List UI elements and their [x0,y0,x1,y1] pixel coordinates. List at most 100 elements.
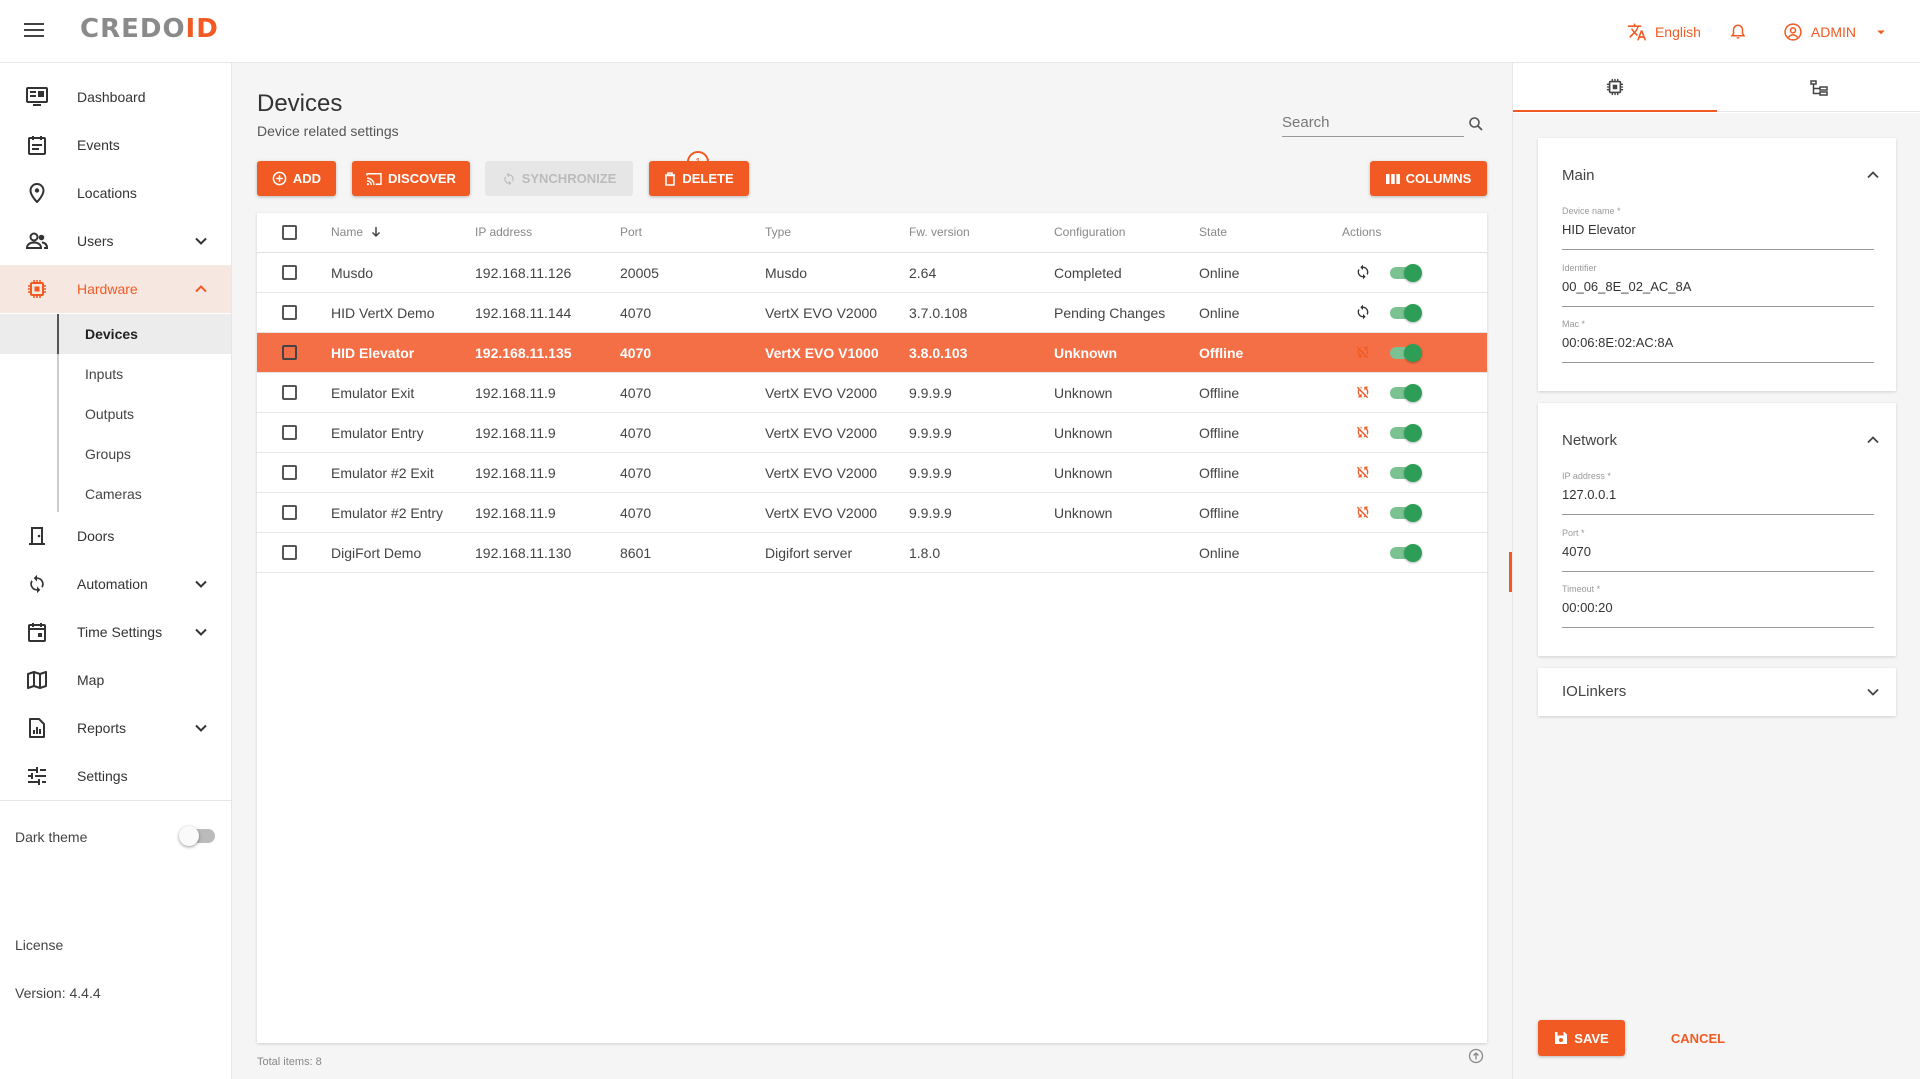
cell-name: DigiFort Demo [331,545,422,561]
iolinkers-section-card[interactable]: IOLinkers [1538,668,1896,716]
column-header-fw-version[interactable]: Fw. version [909,225,970,239]
report-icon [26,718,48,738]
table-row[interactable]: Emulator #2 Entry 192.168.11.9 4070 VertX E… [257,493,1487,533]
table-row[interactable]: Emulator #2 Exit 192.168.11.9 4070 VertX EV… [257,453,1487,493]
select-all-checkbox[interactable] [282,225,297,240]
sort-arrow-down-icon [372,227,381,238]
sync-off-icon[interactable] [1355,384,1373,402]
notifications-bell-icon[interactable] [1729,22,1747,42]
row-checkbox[interactable] [282,505,297,520]
cell-type: Musdo [765,265,808,281]
enable-toggle[interactable] [1390,384,1422,402]
sync-off-icon[interactable] [1355,424,1373,442]
cell-type: Digifort server [765,545,853,561]
license-link[interactable]: License [15,937,64,953]
translate-icon [1627,23,1647,40]
enable-toggle[interactable] [1390,304,1422,322]
columns-button[interactable]: COLUMNS [1370,161,1487,196]
sidebar-item-hardware[interactable]: Hardware [0,265,231,313]
enable-toggle[interactable] [1390,264,1422,282]
panel-resize-handle[interactable] [1509,552,1512,592]
cell-ip: 192.168.11.9 [475,425,556,441]
device-name-field[interactable]: Device name * HID Elevator [1562,206,1874,250]
column-header-ip[interactable]: IP address [475,225,533,239]
cell-fw: 3.7.0.108 [909,305,968,321]
row-checkbox[interactable] [282,305,297,320]
cell-name: Emulator #2 Entry [331,505,444,521]
column-header-configuration[interactable]: Configuration [1054,225,1126,239]
dark-theme-toggle[interactable] [179,826,215,846]
sidebar-subitem-devices[interactable]: Devices [0,314,231,354]
column-header-type[interactable]: Type [765,225,792,239]
identifier-value: 00_06_8E_02_AC_8A [1562,279,1692,294]
save-button[interactable]: SAVE [1538,1020,1625,1056]
chevron-up-icon[interactable] [1866,168,1880,182]
tab-device-tree[interactable] [1717,63,1920,112]
sidebar-item-dashboard[interactable]: Dashboard [0,73,231,121]
row-checkbox[interactable] [282,425,297,440]
sidebar-item-locations[interactable]: Locations [0,169,231,217]
table-row[interactable]: Emulator Exit 192.168.11.9 4070 VertX EVO V… [257,373,1487,413]
delete-button[interactable]: DELETE [649,161,749,196]
sync-off-icon[interactable] [1355,504,1373,522]
tab-device-properties[interactable] [1513,63,1717,112]
sync-off-icon[interactable] [1355,344,1373,362]
table-row[interactable]: HID Elevator 192.168.11.135 4070 VertX EVO … [257,333,1487,373]
table-row[interactable]: Emulator Entry 192.168.11.9 4070 VertX EVO … [257,413,1487,453]
ip-address-field[interactable]: IP address * 127.0.0.1 [1562,471,1874,515]
sidebar-subitem-inputs[interactable]: Inputs [85,366,124,382]
enable-toggle[interactable] [1390,544,1422,562]
sidebar-item-users[interactable]: Users [0,217,231,265]
sidebar-item-automation[interactable]: Automation [0,560,231,608]
sidebar-subitem-cameras[interactable]: Cameras [85,486,142,502]
cell-type: VertX EVO V1000 [765,345,879,361]
enable-toggle[interactable] [1390,464,1422,482]
sidebar-item-doors[interactable]: Doors [0,512,231,560]
user-menu[interactable]: ADMIN [1783,22,1890,42]
enable-toggle[interactable] [1390,424,1422,442]
search-input[interactable] [1282,109,1462,135]
sidebar-item-map[interactable]: Map [0,656,231,704]
sidebar-item-time-settings[interactable]: Time Settings [0,608,231,656]
sidebar-subitem-groups[interactable]: Groups [85,446,131,462]
search-icon[interactable] [1468,116,1484,132]
language-selector[interactable]: English [1627,22,1701,42]
port-field[interactable]: Port * 4070 [1562,528,1874,572]
sidebar-subitem-outputs[interactable]: Outputs [85,406,135,422]
sidebar-item-events[interactable]: Events [0,121,231,169]
enable-toggle[interactable] [1390,504,1422,522]
sidebar-item-reports[interactable]: Reports [0,704,231,752]
enable-toggle[interactable] [1390,344,1422,362]
mac-field[interactable]: Mac * 00:06:8E:02:AC:8A [1562,319,1874,363]
table-row[interactable]: DigiFort Demo 192.168.11.130 8601 Digifort … [257,533,1487,573]
sync-off-icon[interactable] [1355,464,1373,482]
row-checkbox[interactable] [282,545,297,560]
timeout-field[interactable]: Timeout * 00:00:20 [1562,584,1874,628]
sidebar-item-settings[interactable]: Settings [0,752,231,800]
cell-config: Unknown [1054,385,1113,401]
location-pin-icon [26,183,48,203]
add-button[interactable]: ADD [257,161,336,196]
sidebar-item-label: Doors [77,528,115,544]
sync-icon[interactable] [1355,304,1373,322]
cell-fw: 3.8.0.103 [909,345,968,361]
row-checkbox[interactable] [282,465,297,480]
sync-icon[interactable] [1355,264,1373,282]
chevron-up-icon[interactable] [1866,433,1880,447]
page-title: Devices [257,90,343,117]
row-checkbox[interactable] [282,345,297,360]
table-row[interactable]: HID VertX Demo 192.168.11.144 4070 VertX EV… [257,293,1487,333]
column-header-state[interactable]: State [1199,225,1228,239]
row-checkbox[interactable] [282,265,297,280]
sync-icon [504,172,514,185]
discover-button[interactable]: DISCOVER [352,161,470,196]
scroll-to-top-icon[interactable] [1468,1048,1484,1064]
synchronize-button[interactable]: SYNCHRONIZE [485,161,633,196]
identifier-field[interactable]: Identifier 00_06_8E_02_AC_8A [1562,263,1874,307]
row-checkbox[interactable] [282,385,297,400]
cancel-button[interactable]: CANCEL [1670,1030,1726,1046]
column-header-port[interactable]: Port [620,225,643,239]
table-row[interactable]: Musdo 192.168.11.126 20005 Musdo 2.64 Complet… [257,253,1487,293]
column-header-name[interactable]: Name [331,225,382,239]
menu-icon[interactable] [24,23,44,39]
